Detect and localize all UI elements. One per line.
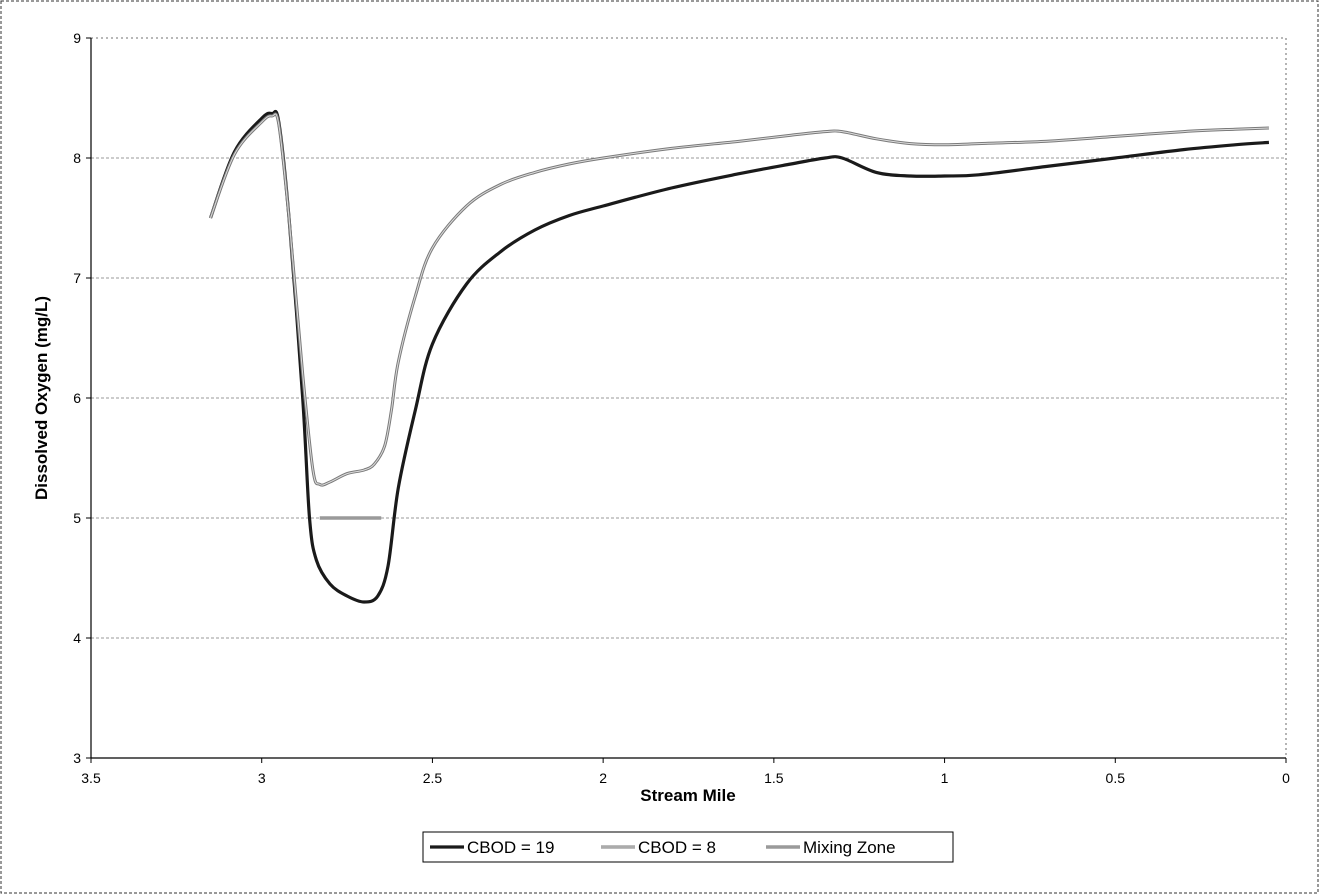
y-tick-label: 8 (73, 150, 81, 166)
axes (86, 37, 1287, 763)
x-tick-label: 3.5 (81, 770, 101, 786)
x-tick-label: 2 (599, 770, 607, 786)
x-tick-label: 1.5 (764, 770, 784, 786)
legend-label-mixing-zone: Mixing Zone (803, 838, 896, 857)
grid (91, 157, 1286, 639)
y-axis-title: Dissolved Oxygen (mg/L) (32, 296, 51, 500)
x-axis-title: Stream Mile (640, 786, 735, 805)
y-tick-label: 3 (73, 750, 81, 766)
legend-label-cbod-8: CBOD = 8 (638, 838, 716, 857)
y-tick-label: 5 (73, 510, 81, 526)
x-tick-labels: 3.5 3 2.5 2 1.5 1 0.5 0 (81, 770, 1290, 786)
x-tick-label: 3 (258, 770, 266, 786)
y-tick-label: 7 (73, 270, 81, 286)
series-line-cbod-8 (210, 113, 1269, 486)
y-tick-labels: 3 4 5 6 7 8 9 (73, 30, 81, 766)
y-tick-label: 6 (73, 390, 81, 406)
y-tick-label: 4 (73, 630, 81, 646)
x-tick-label: 2.5 (423, 770, 443, 786)
y-tick-label: 9 (73, 30, 81, 46)
x-tick-label: 0 (1282, 770, 1290, 786)
legend-label-cbod-19: CBOD = 19 (467, 838, 554, 857)
x-tick-label: 1 (941, 770, 949, 786)
series (208, 109, 1270, 604)
x-tick-label: 0.5 (1106, 770, 1126, 786)
legend-box (422, 831, 954, 863)
legend: CBOD = 19 CBOD = 8 Mixing Zone (422, 831, 954, 863)
